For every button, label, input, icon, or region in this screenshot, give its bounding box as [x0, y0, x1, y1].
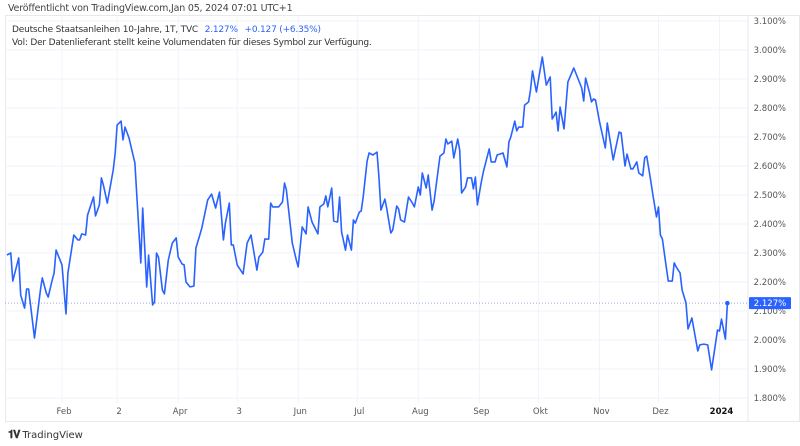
x-tick-label: Aug: [412, 407, 429, 417]
y-tick-label: 2.300%: [754, 249, 786, 259]
y-tick-label: 2.200%: [754, 278, 786, 288]
y-tick-label: 2.800%: [754, 104, 786, 114]
y-tick-label: 2.900%: [754, 75, 786, 85]
y-tick-label: 1.800%: [754, 394, 786, 404]
y-tick-label: 2.100%: [754, 307, 786, 317]
y-tick-label: 2.500%: [754, 191, 786, 201]
x-tick-label: Feb: [56, 407, 71, 417]
x-tick-label: 3: [237, 407, 242, 417]
x-tick-label: 2024: [710, 407, 734, 417]
legend-change: +0.127 (+6.35%): [244, 25, 321, 35]
x-tick-label: Apr: [173, 407, 188, 417]
y-tick-label: 3.100%: [754, 17, 786, 27]
x-tick-label: Sep: [473, 407, 489, 417]
legend-price: 2.127%: [204, 25, 238, 35]
y-tick-label: 2.700%: [754, 133, 786, 143]
y-tick-label: 2.400%: [754, 220, 786, 230]
series-line-de10y: [6, 56, 729, 371]
y-tick-label: 1.900%: [754, 365, 786, 375]
tradingview-logo-text: TradingView: [22, 429, 83, 441]
legend-symbol-row: Deutsche Staatsanleihen 10-Jahre, 1T, TV…: [12, 24, 372, 37]
last-price-label-bg: [749, 297, 791, 310]
x-tick-label: Dez: [652, 407, 669, 417]
tradingview-logo[interactable]: 𝟏𝐕 TradingView: [8, 428, 83, 442]
x-tick-label: Jul: [353, 407, 364, 417]
last-price-label: 2.127%: [754, 299, 786, 309]
legend-volume-note: Vol: Der Datenlieferant stellt keine Vol…: [12, 38, 372, 48]
chart-legend: Deutsche Staatsanleihen 10-Jahre, 1T, TV…: [12, 24, 372, 50]
y-tick-label: 3.000%: [754, 46, 786, 56]
legend-symbol: Deutsche Staatsanleihen 10-Jahre, 1T, TV…: [12, 25, 199, 35]
x-tick-label: 2: [116, 407, 121, 417]
x-tick-label: Jun: [293, 407, 307, 417]
x-tick-label: Okt: [533, 407, 549, 417]
published-info: Veröffentlicht von TradingView.com,Jan 0…: [8, 3, 293, 14]
y-tick-label: 2.600%: [754, 162, 786, 172]
tradingview-logo-icon: 𝟏𝐕: [8, 428, 20, 441]
last-price-dot: [725, 300, 730, 306]
x-tick-label: Nov: [593, 407, 610, 417]
y-tick-label: 2.000%: [754, 336, 786, 346]
